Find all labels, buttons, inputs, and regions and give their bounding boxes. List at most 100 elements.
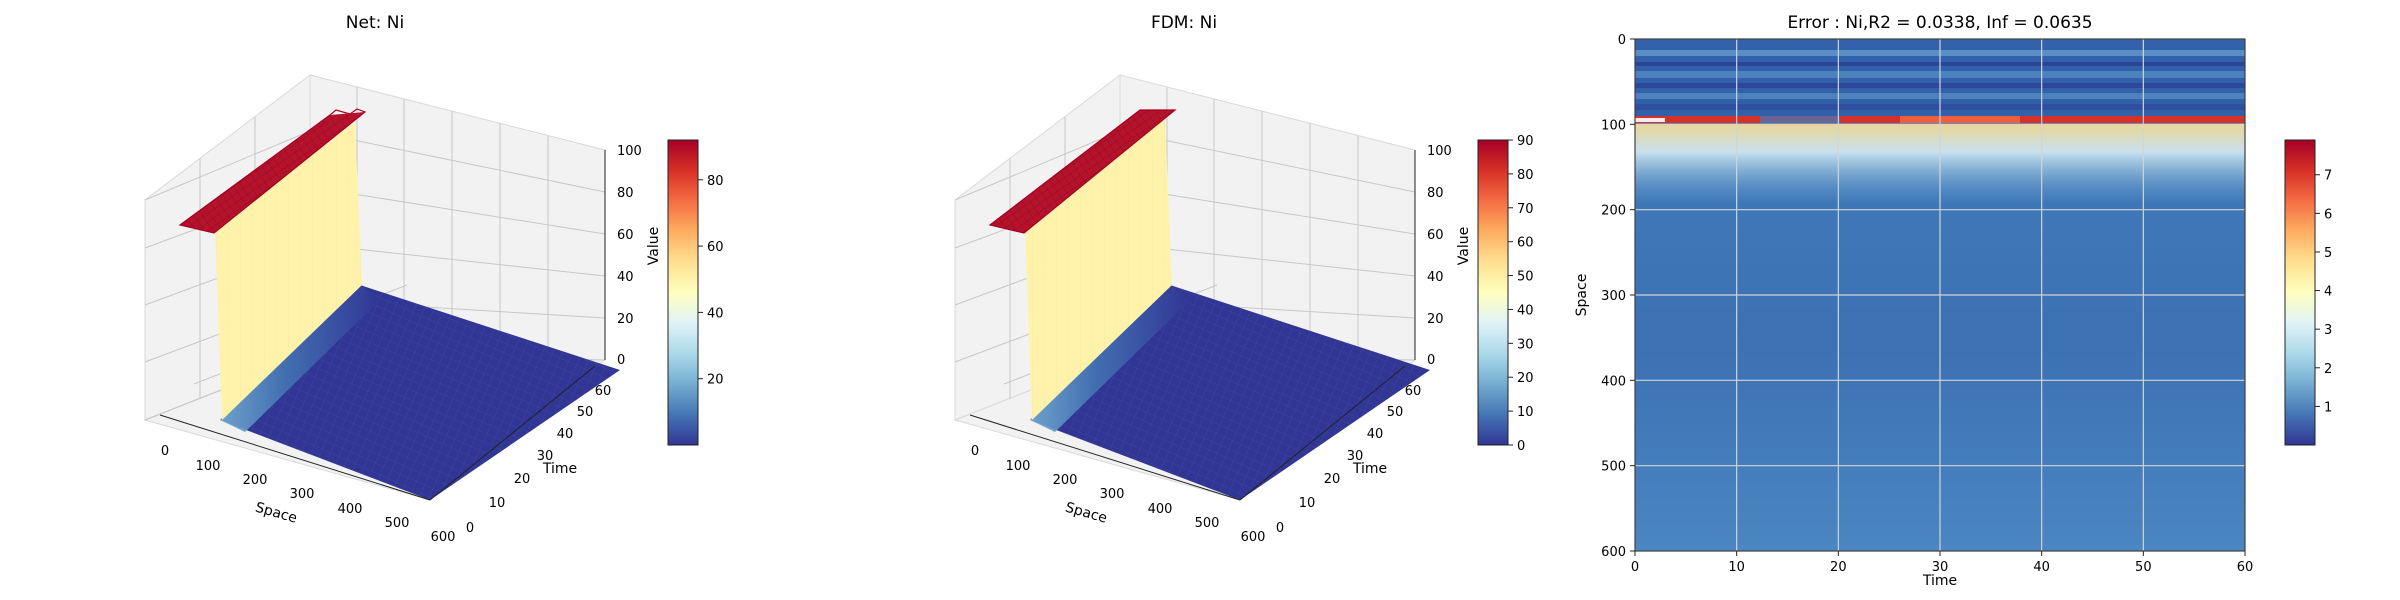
panel-error-x-tick: 60 — [2237, 560, 2254, 575]
panel-fdm-surface-wall — [1025, 118, 1172, 420]
panel-net-title: Net: Ni — [346, 13, 404, 33]
panel-net-z-tick: 20 — [617, 312, 634, 327]
panel-net-colorbar-tick: 20 — [707, 373, 724, 388]
panel-net-x-tick: 500 — [385, 516, 410, 531]
panel-fdm-x-ticks: 0 100 200 300 400 500 600 — [971, 444, 1266, 545]
panel-net-colorbar-tick: 40 — [707, 306, 724, 321]
panel-fdm-z-tick: 20 — [1427, 312, 1444, 327]
panel-fdm-y-ticks: 0 10 20 30 40 50 60 — [1276, 384, 1421, 536]
panel-fdm-colorbar-tick: 80 — [1517, 168, 1534, 183]
panel-net-colorbar-tick: 60 — [707, 240, 724, 255]
panel-fdm-x-tick: 500 — [1195, 516, 1220, 531]
panel-fdm-surface-top — [990, 110, 1175, 233]
panel-net-z-tick: 0 — [617, 353, 625, 368]
panel-error-colorbar — [2284, 139, 2316, 446]
panel-fdm-z-tick: 0 — [1427, 353, 1435, 368]
panel-net-y-ticks: 0 10 20 30 40 50 60 — [466, 384, 611, 536]
panel-fdm: FDM: Ni — [953, 13, 1534, 545]
panel-net-y-axis — [429, 365, 596, 501]
panel-error-colorbar-ticks: 1 2 3 4 5 6 7 — [2315, 169, 2332, 415]
panel-fdm-z-tick: 80 — [1427, 186, 1444, 201]
panel-fdm-z-label: Value — [1456, 227, 1472, 265]
panel-fdm-y-tick: 0 — [1276, 521, 1284, 536]
panel-fdm-colorbar-tick: 30 — [1517, 337, 1534, 352]
panel-fdm-y-tick: 40 — [1367, 427, 1384, 442]
panel-error-y-tick: 200 — [1601, 204, 1626, 219]
panel-fdm-x-axis — [969, 414, 1241, 501]
panel-error-y-label: Space — [1574, 274, 1590, 317]
panel-error-colorbar-tick: 4 — [2324, 285, 2332, 300]
panel-error-colorbar-tick: 2 — [2324, 362, 2332, 377]
panel-fdm-x-label: Space — [1063, 500, 1108, 527]
panel-net-y-tick: 0 — [466, 521, 474, 536]
panel-fdm-y-tick: 30 — [1347, 449, 1364, 464]
panel-net-x-tick: 100 — [196, 459, 221, 474]
panel-error-y-tick: 100 — [1601, 118, 1626, 133]
panel-error-x-ticks: 0 10 20 30 40 50 60 — [1631, 551, 2253, 575]
panel-net-z-tick: 80 — [617, 186, 634, 201]
panel-fdm-y-tick: 10 — [1299, 496, 1316, 511]
panel-error-x-tick: 30 — [1932, 560, 1949, 575]
panel-error-y-tick: 600 — [1601, 545, 1626, 560]
panel-net-x-axis — [159, 414, 431, 501]
panel-fdm-x-tick: 300 — [1100, 487, 1125, 502]
panel-error-y-tick: 300 — [1601, 289, 1626, 304]
panel-fdm-y-label: Time — [1352, 461, 1387, 477]
panel-error-y-tick: 400 — [1601, 374, 1626, 389]
panel-error-y-tick: 500 — [1601, 460, 1626, 475]
panel-error-x-tick: 40 — [2033, 560, 2050, 575]
panel-net-x-tick: 400 — [338, 502, 363, 517]
panel-net-z-label: Value — [646, 227, 662, 265]
panel-fdm-z-ticks: 0 20 40 60 80 100 — [1427, 144, 1452, 368]
panel-net-y-tick: 60 — [595, 384, 612, 399]
panel-fdm-x-tick: 0 — [971, 444, 979, 459]
panel-error-y-ticks: 0 100 200 300 400 500 600 — [1601, 33, 1635, 560]
panel-error-colorbar-tick: 6 — [2324, 207, 2332, 222]
panel-fdm-z-tick: 40 — [1427, 270, 1444, 285]
panel-net-y-tick: 40 — [557, 427, 574, 442]
panel-net-y-tick: 50 — [577, 405, 594, 420]
panel-error-x-tick: 10 — [1728, 560, 1745, 575]
panel-fdm-y-tick: 50 — [1387, 405, 1404, 420]
panel-net-y-tick: 10 — [489, 496, 506, 511]
panel-fdm-colorbar-tick: 0 — [1517, 439, 1525, 454]
panel-fdm-z-tick: 100 — [1427, 144, 1452, 159]
panel-net-colorbar — [667, 139, 699, 446]
panel-fdm-colorbar — [1477, 139, 1509, 446]
panel-fdm-x-tick: 100 — [1006, 459, 1031, 474]
panel-net-x-label: Space — [253, 500, 298, 527]
panel-fdm-colorbar-tick: 90 — [1517, 134, 1534, 149]
panel-fdm-title: FDM: Ni — [1151, 13, 1217, 33]
panel-net-z-tick: 60 — [617, 228, 634, 243]
panel-error-y-tick: 0 — [1618, 33, 1626, 48]
panel-error-x-tick: 50 — [2135, 560, 2152, 575]
panel-net-x-tick: 300 — [290, 487, 315, 502]
panel-error-title: Error : Ni,R2 = 0.0338, Inf = 0.0635 — [1787, 13, 2092, 33]
panel-net-z-tick: 40 — [617, 270, 634, 285]
panel-net-z-tick: 100 — [617, 144, 642, 159]
panel-net-x-tick: 0 — [161, 444, 169, 459]
panel-fdm-x-tick: 600 — [1241, 530, 1266, 545]
panel-net: Net: Ni — [143, 13, 724, 545]
panel-net-y-label: Time — [542, 461, 577, 477]
panel-fdm-surface-ramp — [1030, 285, 1190, 432]
panel-net-x-ticks: 0 100 200 300 400 500 600 — [161, 444, 456, 545]
panel-fdm-x-tick: 200 — [1053, 473, 1078, 488]
panel-error-x-tick: 20 — [1830, 560, 1847, 575]
panel-fdm-y-tick: 60 — [1405, 384, 1422, 399]
panel-fdm-y-axis — [1239, 365, 1406, 501]
panel-error-colorbar-tick: 5 — [2324, 246, 2332, 261]
panel-fdm-colorbar-ticks: 0 10 20 30 40 50 60 70 80 90 — [1508, 134, 1534, 454]
panel-net-surface-ramp — [220, 285, 380, 432]
panel-fdm-colorbar-tick: 60 — [1517, 236, 1534, 251]
panel-error-x-label: Time — [1922, 573, 1957, 589]
panel-error-colorbar-tick: 3 — [2324, 323, 2332, 338]
panel-net-y-tick: 30 — [537, 449, 554, 464]
panel-fdm-colorbar-tick: 10 — [1517, 405, 1534, 420]
panel-fdm-y-tick: 20 — [1324, 472, 1341, 487]
panel-net-colorbar-ticks: 20 40 60 80 — [698, 174, 724, 388]
panel-net-y-tick: 20 — [514, 472, 531, 487]
panel-fdm-colorbar-tick: 50 — [1517, 270, 1534, 285]
panel-error-colorbar-tick: 7 — [2324, 169, 2332, 184]
panel-fdm-colorbar-tick: 70 — [1517, 202, 1534, 217]
